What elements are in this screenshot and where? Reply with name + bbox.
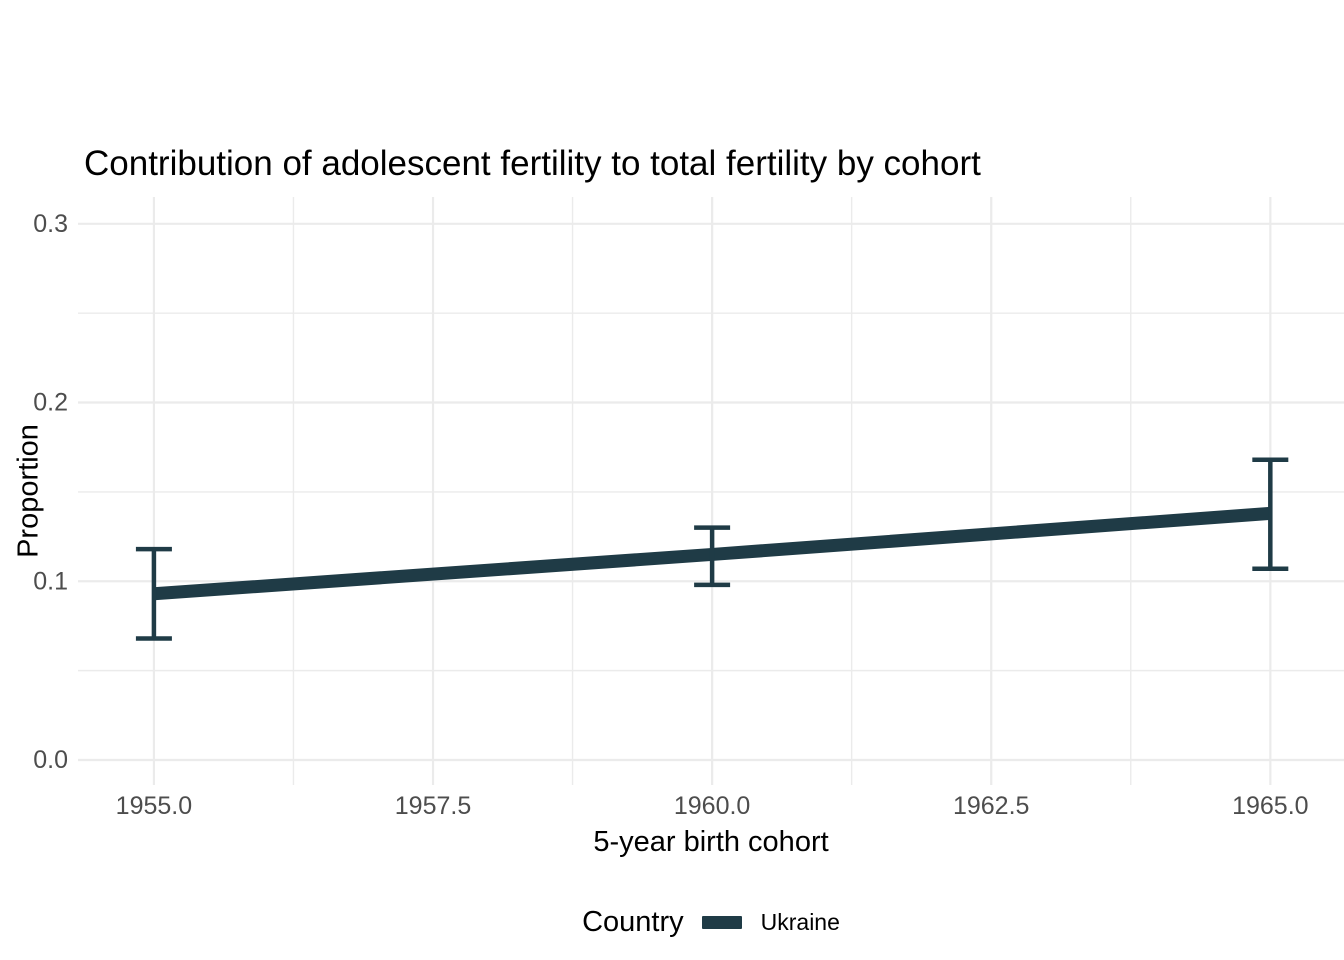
x-tick-label: 1965.0 <box>1232 792 1308 820</box>
y-tick-label: 0.2 <box>33 389 68 417</box>
legend: Country Ukraine <box>78 900 1344 945</box>
legend-title: Country <box>582 906 684 938</box>
y-tick-label: 0.0 <box>33 746 68 774</box>
chart-title: Contribution of adolescent fertility to … <box>84 144 981 183</box>
x-tick-label: 1957.5 <box>395 792 471 820</box>
legend-item-label: Ukraine <box>760 909 840 935</box>
x-tick-label: 1960.0 <box>674 792 750 820</box>
y-tick-label: 0.3 <box>33 210 68 238</box>
legend-line-swatch <box>701 916 742 929</box>
x-axis-title: 5-year birth cohort <box>593 826 829 858</box>
y-axis-title: Proportion <box>12 424 45 558</box>
y-tick-label: 0.1 <box>33 567 68 595</box>
x-tick-label: 1962.5 <box>953 792 1029 820</box>
x-tick-label: 1955.0 <box>116 792 192 820</box>
